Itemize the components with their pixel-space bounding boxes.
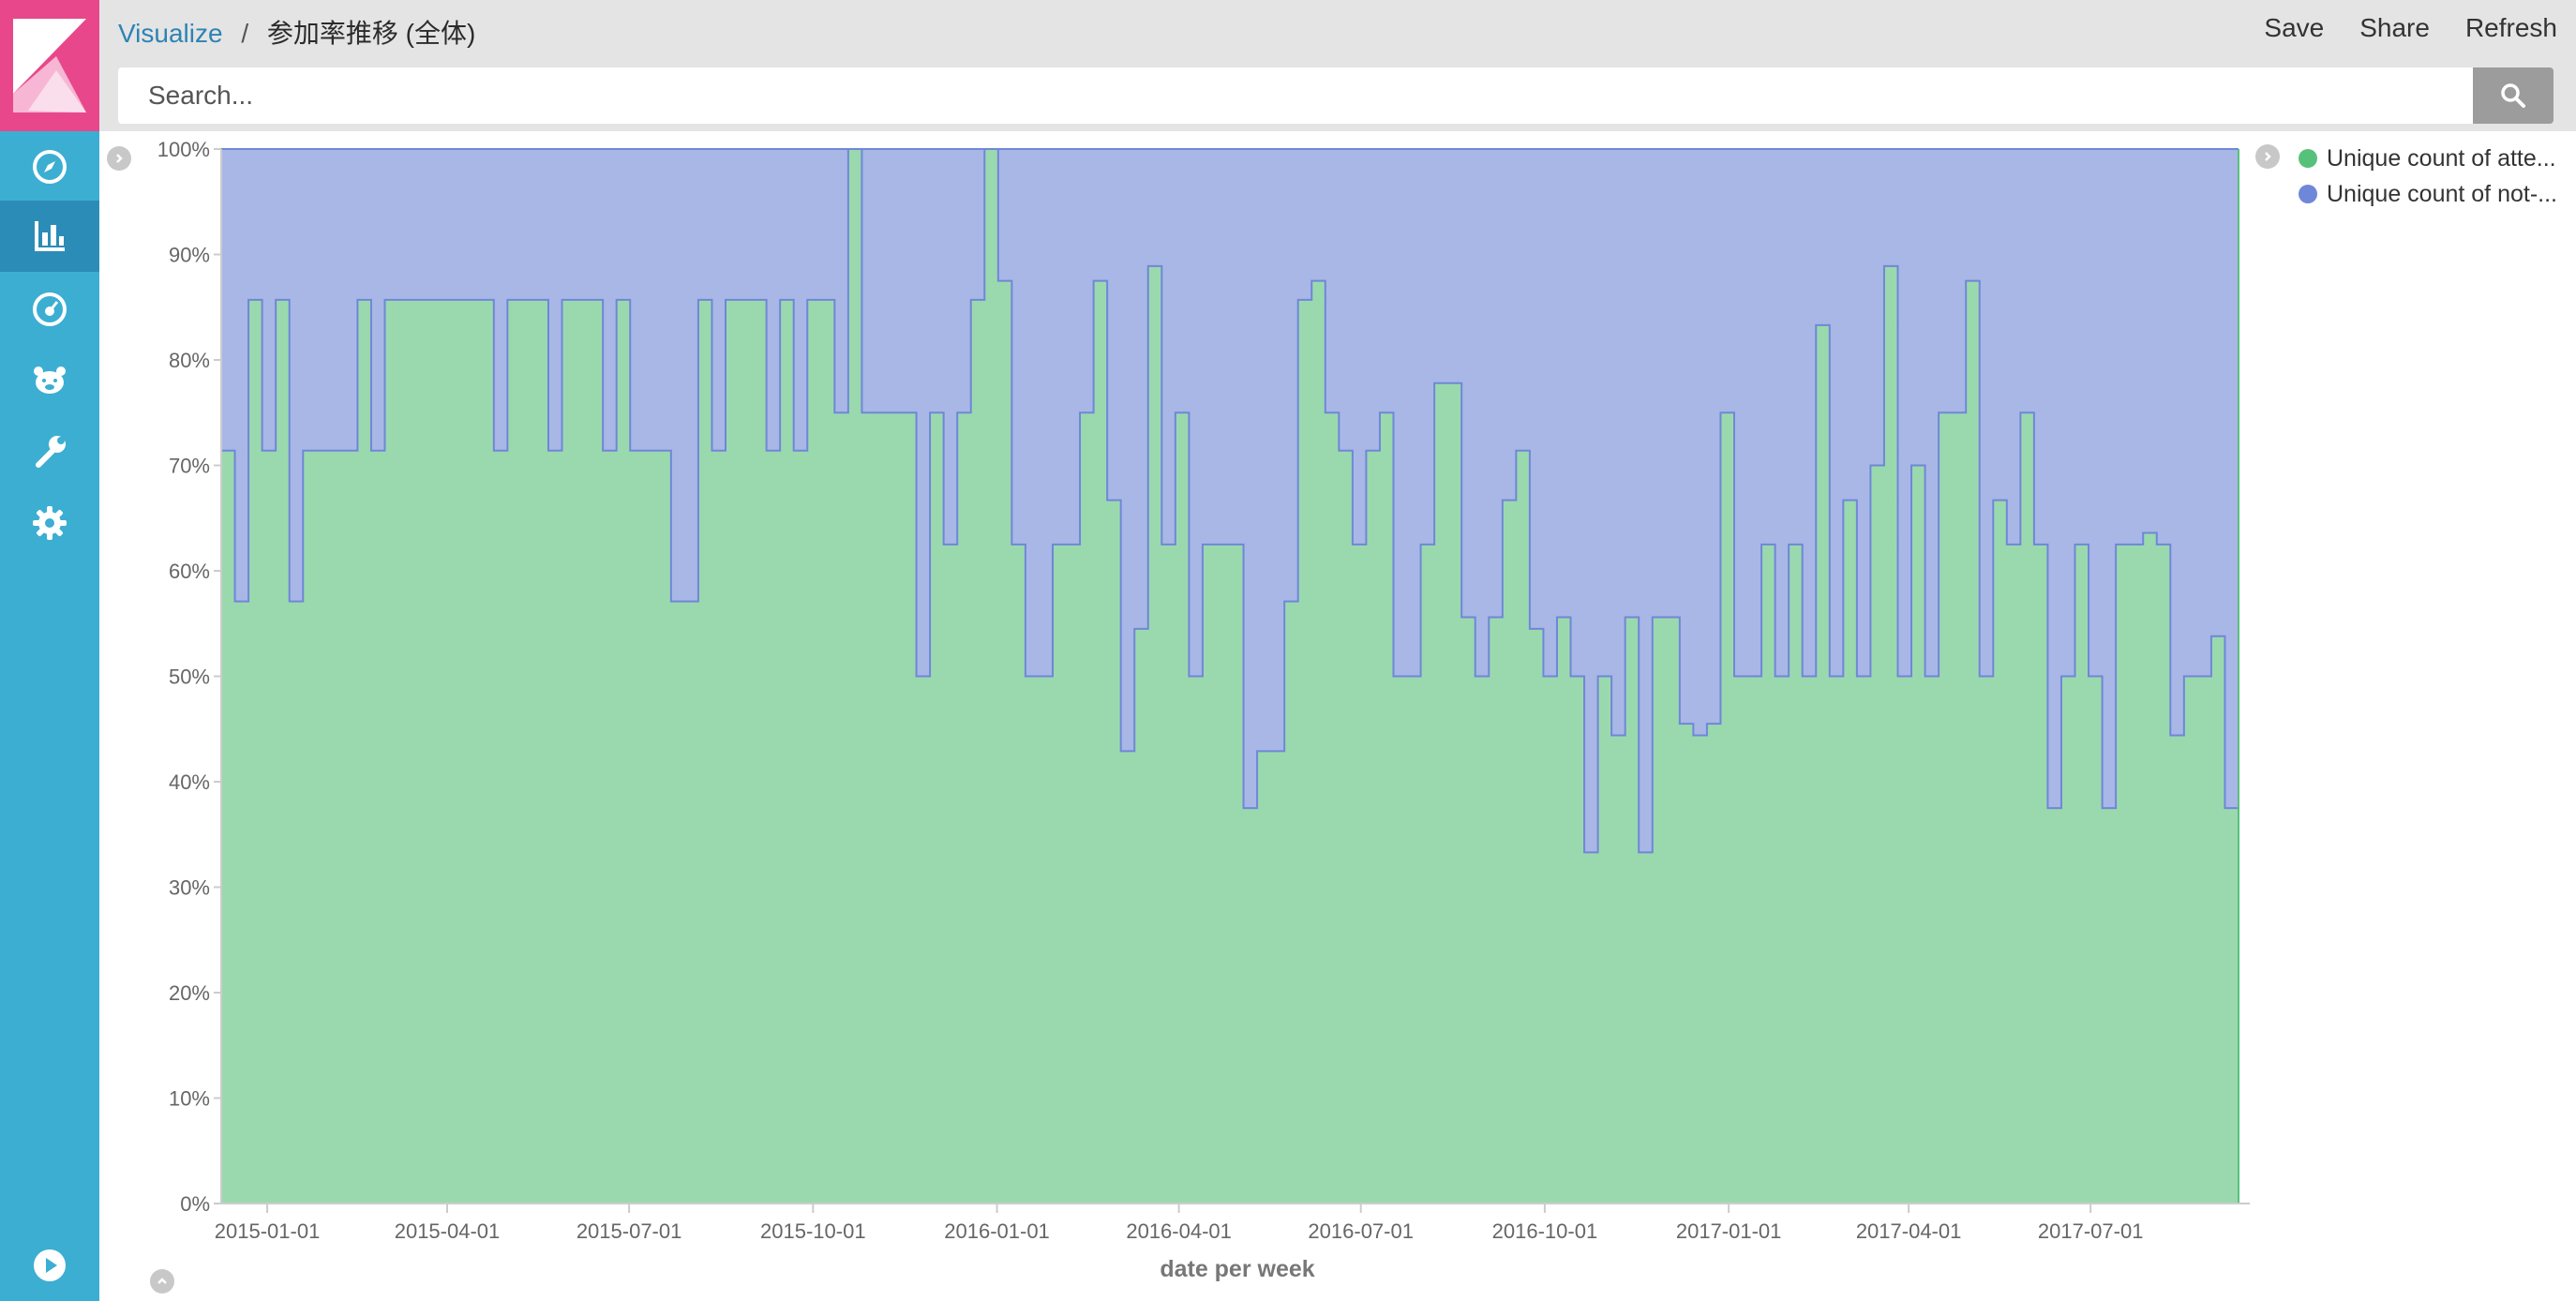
y-tick-label: 40% — [169, 770, 210, 794]
y-tick-label: 60% — [169, 560, 210, 583]
nav-timelion[interactable] — [0, 345, 99, 416]
y-tick-label: 70% — [169, 455, 210, 478]
refresh-button[interactable]: Refresh — [2465, 13, 2557, 43]
x-tick-label: 2015-10-01 — [760, 1219, 866, 1243]
management-gear-icon — [31, 504, 68, 542]
nav-management[interactable] — [0, 487, 99, 559]
page-title: 参加率推移 (全体) — [267, 19, 475, 48]
x-tick-label: 2015-01-01 — [215, 1219, 321, 1243]
breadcrumb-visualize-link[interactable]: Visualize — [118, 19, 223, 48]
breadcrumb: Visualize / 参加率推移 (全体) — [118, 13, 475, 51]
nav-visualize[interactable] — [0, 201, 99, 272]
x-tick-label: 2015-04-01 — [395, 1219, 501, 1243]
nav-discover[interactable] — [0, 131, 99, 202]
chart-legend: Unique count of atte... Unique count of … — [2299, 141, 2570, 212]
nav-dashboard[interactable] — [0, 274, 99, 345]
legend-swatch — [2299, 149, 2317, 168]
legend-toggle-icon[interactable] — [2255, 144, 2280, 169]
search-bar — [118, 67, 2473, 124]
x-tick-label: 2017-07-01 — [2038, 1219, 2144, 1243]
x-tick-label: 2016-04-01 — [1126, 1219, 1232, 1243]
dashboard-gauge-icon — [31, 291, 68, 328]
legend-label: Unique count of atte... — [2327, 145, 2556, 172]
x-tick-label: 2016-07-01 — [1308, 1219, 1414, 1243]
kibana-logo-icon[interactable] — [0, 0, 99, 131]
legend-label: Unique count of not-... — [2327, 181, 2557, 208]
y-tick-label: 20% — [169, 981, 210, 1005]
y-tick-label: 80% — [169, 349, 210, 372]
nav-dev-tools[interactable] — [0, 416, 99, 487]
top-actions: Save Share Refresh — [2264, 13, 2557, 43]
timelion-bear-icon — [31, 362, 68, 399]
search-icon — [2500, 82, 2526, 109]
y-tick-label: 30% — [169, 876, 210, 900]
x-tick-label: 2016-01-01 — [944, 1219, 1050, 1243]
dev-tools-wrench-icon — [31, 433, 68, 471]
y-tick-label: 0% — [180, 1192, 210, 1216]
chart-areas — [221, 149, 2239, 1204]
side-navigation — [0, 0, 99, 1301]
y-tick-label: 10% — [169, 1087, 210, 1111]
y-tick-label: 90% — [169, 244, 210, 267]
search-input[interactable] — [148, 81, 2473, 111]
x-tick-label: 2015-07-01 — [577, 1219, 682, 1243]
visualize-bar-chart-icon — [31, 217, 68, 255]
share-button[interactable]: Share — [2359, 13, 2430, 43]
x-axis-label: date per week — [1160, 1256, 1314, 1282]
save-button[interactable]: Save — [2264, 13, 2324, 43]
y-tick-label: 50% — [169, 665, 210, 689]
x-tick-label: 2017-01-01 — [1676, 1219, 1782, 1243]
stacked-area-chart: 0% 10% 20% 30% 40% 50% 60% 70% 80% 90% 100% 2015-01… — [99, 131, 2255, 1301]
legend-item-not-attended[interactable]: Unique count of not-... — [2299, 176, 2570, 212]
legend-swatch — [2299, 185, 2317, 203]
top-bar: Visualize / 参加率推移 (全体) Save Share Refres… — [99, 0, 2576, 131]
nav-collapse[interactable] — [0, 1230, 99, 1301]
play-circle-icon — [31, 1247, 68, 1284]
x-tick-label: 2017-04-01 — [1856, 1219, 1962, 1243]
legend-item-attended[interactable]: Unique count of atte... — [2299, 141, 2570, 176]
search-button[interactable] — [2473, 67, 2554, 124]
y-tick-label: 100% — [157, 138, 210, 161]
x-tick-label: 2016-10-01 — [1492, 1219, 1598, 1243]
discover-compass-icon — [31, 148, 68, 186]
breadcrumb-separator: / — [241, 19, 248, 48]
